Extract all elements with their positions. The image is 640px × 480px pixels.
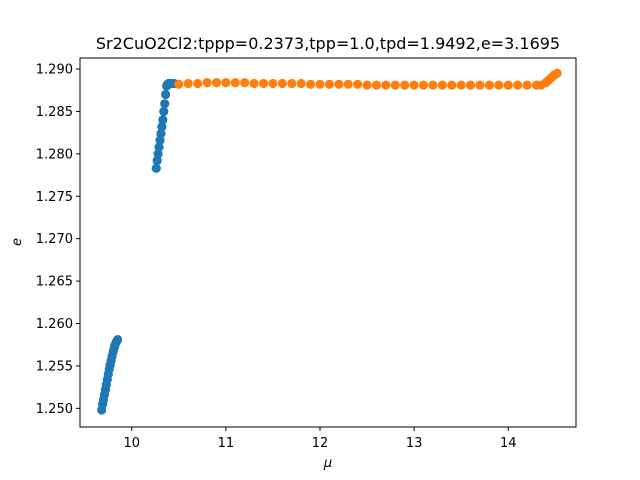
x-tick-label: 11 [218, 436, 235, 451]
series-2-point [353, 79, 363, 89]
series-1-point [154, 142, 164, 152]
series-1-point [157, 122, 167, 132]
series-2-point [183, 78, 193, 89]
y-tick-label: 1.260 [36, 317, 73, 332]
x-axis: 10 11 12 13 14 [123, 427, 517, 451]
series-2-point [437, 80, 447, 90]
y-tick-label: 1.290 [36, 63, 73, 78]
x-tick-label: 12 [312, 436, 329, 451]
series-1-point [153, 149, 163, 159]
series-2-point [211, 78, 222, 88]
series-2-point [371, 80, 382, 90]
series-2-point [334, 79, 344, 89]
series-2-point [277, 78, 287, 89]
series-2-point [484, 80, 495, 90]
x-tick-label: 13 [406, 436, 423, 451]
series-2-point [296, 78, 306, 89]
plot-frame [79, 57, 577, 428]
series-2-point [324, 79, 335, 89]
series-2-point [268, 78, 278, 89]
series-2-point [409, 80, 419, 90]
series-2-point [258, 78, 269, 89]
series-1-point [159, 106, 169, 117]
series-2-point [362, 80, 372, 90]
series-1-point [160, 99, 170, 109]
y-tick-label: 1.255 [36, 359, 73, 374]
series-2-point [390, 80, 400, 90]
y-tick-label: 1.250 [36, 402, 73, 417]
series-1-point [152, 156, 162, 166]
series-2-point [400, 80, 410, 90]
series-2-point [315, 79, 325, 89]
series-2-point [475, 80, 485, 90]
series-1-point [156, 128, 166, 139]
y-tick-label: 1.270 [36, 232, 73, 247]
data-points [97, 68, 562, 415]
series-2-point [230, 78, 240, 88]
x-tick-label: 10 [123, 436, 140, 451]
y-tick-label: 1.275 [36, 190, 73, 205]
series-1-point [161, 89, 171, 100]
series-2-point [221, 78, 231, 88]
series-1-point [113, 335, 123, 345]
series-2-point [193, 78, 203, 89]
series-2-point [503, 80, 513, 90]
series-2-point [513, 80, 523, 90]
series-1-point [151, 163, 161, 173]
series-2-point [465, 80, 476, 90]
y-tick-label: 1.280 [36, 147, 73, 162]
series-2-point [456, 80, 466, 90]
chart-title: Sr2CuO2Cl2:tppp=0.2373,tpp=1.0,tpd=1.949… [96, 34, 560, 53]
series-2-point [343, 79, 353, 89]
series-1-point [158, 115, 168, 125]
series-2-point [202, 78, 212, 88]
series-1-point [155, 135, 165, 145]
x-tick-label: 14 [500, 436, 517, 451]
series-2-point [447, 80, 457, 90]
series-2-point [305, 79, 316, 89]
y-tick-label: 1.265 [36, 275, 73, 290]
x-axis-label: μ [323, 456, 332, 471]
y-tick-label: 1.285 [36, 105, 73, 120]
series-2-point [174, 79, 184, 89]
series-2-point [494, 80, 504, 90]
y-axis: 1.250 1.255 1.260 1.265 1.270 1.275 1.280 1.285… [36, 63, 80, 417]
series-2-point [428, 80, 438, 90]
series-2-point [287, 78, 297, 89]
series-2-point [381, 80, 391, 90]
series-2-point [249, 78, 259, 89]
series-2-point [552, 68, 562, 78]
series-2-point [522, 80, 532, 90]
series-2-point [240, 78, 250, 88]
y-axis-label: e [10, 238, 25, 246]
series-2-point [418, 80, 429, 90]
